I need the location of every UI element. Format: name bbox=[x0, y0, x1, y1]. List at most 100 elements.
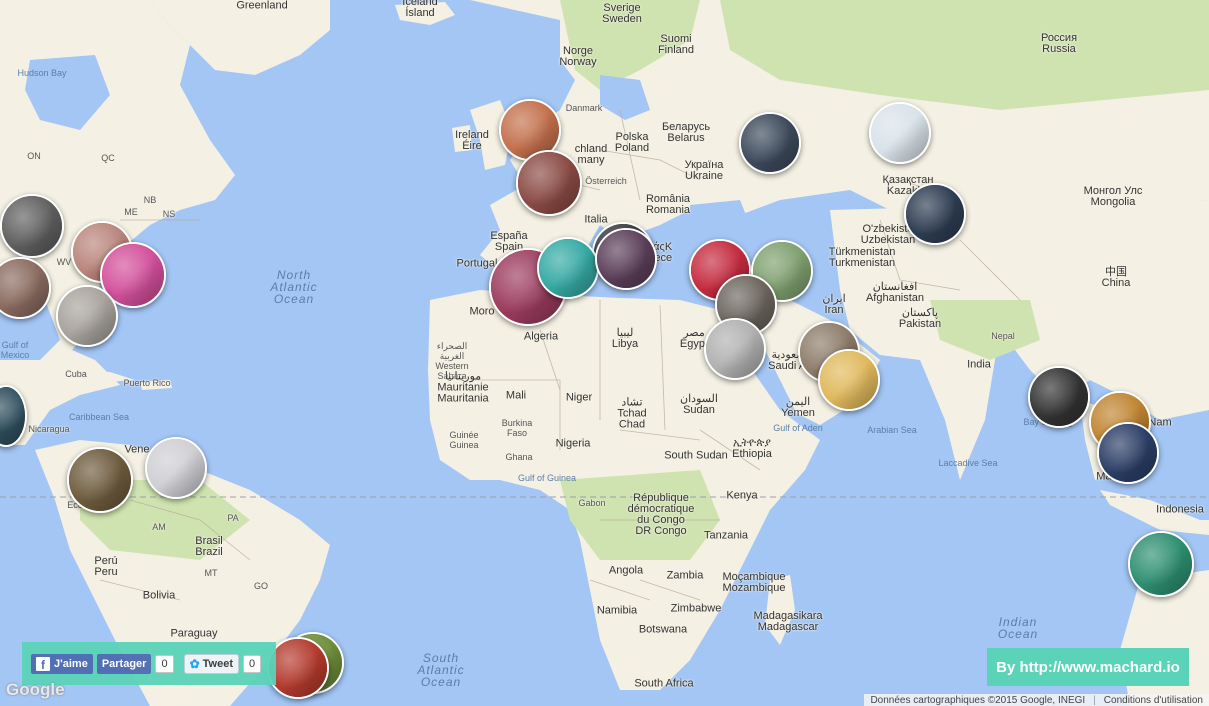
land-cuba bbox=[60, 368, 135, 382]
photo-marker[interactable] bbox=[0, 194, 64, 258]
label-pa: PA bbox=[227, 513, 239, 523]
photo-marker[interactable] bbox=[1097, 422, 1159, 484]
label-sweden: Sverige Sweden bbox=[602, 2, 642, 25]
photo-marker[interactable] bbox=[516, 150, 582, 216]
label-paraguay: Paraguay bbox=[170, 627, 218, 640]
label-greece: ΛάςΚ Gece bbox=[645, 241, 673, 264]
land-scandinavia-green bbox=[560, 0, 700, 90]
label-greenland: Greenland bbox=[236, 0, 288, 12]
label-am: AM bbox=[152, 522, 166, 532]
photo-marker[interactable] bbox=[904, 183, 966, 245]
twitter-icon: ✿ bbox=[189, 656, 200, 671]
facebook-share-button[interactable]: Partager bbox=[96, 653, 152, 674]
label-romania: România Romania bbox=[645, 193, 691, 216]
facebook-like-button[interactable]: f J'aime bbox=[31, 653, 93, 674]
label-egypt: مصر Egypt bbox=[679, 327, 709, 350]
label-burkina: Burkina Faso bbox=[501, 418, 533, 438]
label-drc: République démocratique du Congo DR Cong… bbox=[627, 492, 695, 537]
photo-marker[interactable] bbox=[751, 240, 813, 302]
label-nepal: Nepal bbox=[991, 331, 1015, 341]
label-turkmenistan: Türkmenistan Turkmenistan bbox=[828, 246, 896, 269]
label-niger: Niger bbox=[565, 391, 593, 404]
country-borders bbox=[99, 109, 1021, 601]
label-portugal: Portugal bbox=[456, 257, 498, 270]
photo-marker[interactable] bbox=[267, 637, 329, 699]
photo-marker[interactable] bbox=[595, 228, 657, 290]
facebook-share-label: Partager bbox=[101, 657, 147, 670]
photo-marker[interactable] bbox=[1128, 531, 1194, 597]
terms-link[interactable]: Conditions d'utilisation bbox=[1103, 694, 1203, 706]
label-south-sudan: South Sudan bbox=[664, 449, 728, 462]
label-venezuela: Vene bbox=[124, 443, 150, 456]
label-gulf-aden: Gulf of Aden bbox=[773, 423, 823, 433]
label-bolivia: Bolivia bbox=[142, 589, 176, 602]
label-caribbean: Caribbean Sea bbox=[68, 412, 130, 422]
label-kazakhstan: Қазақстан Kazakhs bbox=[882, 174, 934, 197]
land-hispaniola bbox=[140, 380, 172, 390]
photo-marker[interactable] bbox=[704, 318, 766, 380]
label-me: ME bbox=[124, 207, 138, 217]
photo-marker[interactable] bbox=[145, 437, 207, 499]
land-india-green bbox=[930, 300, 1040, 360]
label-belarus: Беларусь Belarus bbox=[661, 121, 711, 144]
label-denmark: Danmark bbox=[565, 103, 603, 113]
label-go: GO bbox=[253, 581, 269, 591]
label-libya: ليبيا Libya bbox=[611, 327, 639, 350]
label-ns: NS bbox=[162, 209, 176, 219]
map-data-credit: Données cartographiques ©2015 Google, IN… bbox=[870, 694, 1086, 706]
label-iran: ایران Iran bbox=[822, 293, 846, 316]
label-afghanistan: افغانستان Afghanistan bbox=[865, 281, 925, 304]
label-nigeria: Nigeria bbox=[555, 437, 591, 450]
label-nam: Nam bbox=[1148, 416, 1172, 429]
photo-marker[interactable] bbox=[0, 385, 27, 447]
label-puerto-rico: Puerto Rico bbox=[123, 378, 171, 388]
baltic-sea bbox=[600, 75, 650, 120]
share-bar: f J'aime Partager 0 ✿ Tweet 0 bbox=[22, 642, 276, 685]
label-austria: Österreich bbox=[585, 176, 627, 186]
label-cuba: Cuba bbox=[65, 369, 87, 379]
black-sea bbox=[690, 200, 750, 235]
photo-marker[interactable] bbox=[100, 242, 166, 308]
facebook-icon: f bbox=[36, 656, 50, 671]
photo-marker[interactable] bbox=[537, 237, 599, 299]
label-indian-ocean: Indian Ocean bbox=[997, 615, 1039, 641]
tweet-button[interactable]: ✿ Tweet bbox=[183, 653, 239, 674]
photo-marker[interactable] bbox=[739, 112, 801, 174]
label-ukraine: Україна Ukraine bbox=[684, 159, 724, 182]
photo-marker[interactable] bbox=[818, 349, 880, 411]
label-botswana: Botswana bbox=[638, 623, 688, 636]
label-nb: NB bbox=[143, 195, 157, 205]
label-qc: QC bbox=[101, 153, 115, 163]
label-peru: Perú Peru bbox=[94, 555, 118, 578]
photo-marker[interactable] bbox=[1028, 366, 1090, 428]
label-indonesia: Indonesia bbox=[1156, 503, 1204, 516]
label-brasil: Brasil Brazil bbox=[195, 535, 223, 558]
label-ethiopia: ኢትዮጵያ Ethiopia bbox=[732, 437, 772, 460]
google-logo[interactable]: Google bbox=[6, 680, 65, 699]
label-mauritania: موريتانيا Mauritanie Mauritania bbox=[437, 370, 489, 405]
share-count: 0 bbox=[155, 654, 174, 673]
photo-marker[interactable] bbox=[499, 99, 561, 161]
photo-marker[interactable] bbox=[67, 447, 133, 513]
photo-marker[interactable] bbox=[869, 102, 931, 164]
land-russia-green bbox=[720, 0, 1209, 110]
facebook-like-label: J'aime bbox=[54, 657, 88, 670]
label-mt: MT bbox=[204, 568, 218, 578]
label-ireland: Ireland Éire bbox=[455, 129, 489, 152]
label-wv: WV bbox=[56, 257, 72, 267]
label-germany: chland many bbox=[574, 143, 608, 166]
label-mongolia: Монгол Улс Mongolia bbox=[1083, 185, 1143, 208]
label-italy: Italia bbox=[584, 213, 608, 226]
photo-marker[interactable] bbox=[56, 285, 118, 347]
photo-marker[interactable] bbox=[0, 257, 51, 319]
label-nicaragua: Nicaragua bbox=[28, 424, 70, 434]
label-laccadive: Laccadive Sea bbox=[938, 458, 998, 468]
label-finland: Suomi Finland bbox=[657, 33, 695, 56]
credit-link[interactable]: By http://www.machard.io bbox=[987, 648, 1189, 686]
label-north-atlantic: North Atlantic Ocean bbox=[270, 268, 318, 306]
label-hudson-bay: Hudson Bay bbox=[17, 68, 67, 78]
label-yemen: اليمن Yemen bbox=[781, 396, 815, 419]
label-guinee: Guinée Guinea bbox=[449, 430, 479, 450]
label-south-africa: South Africa bbox=[634, 677, 694, 690]
